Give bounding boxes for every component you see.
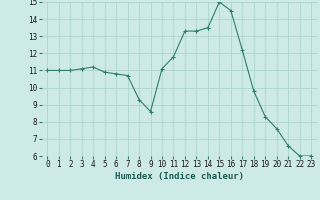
X-axis label: Humidex (Indice chaleur): Humidex (Indice chaleur) <box>115 172 244 181</box>
